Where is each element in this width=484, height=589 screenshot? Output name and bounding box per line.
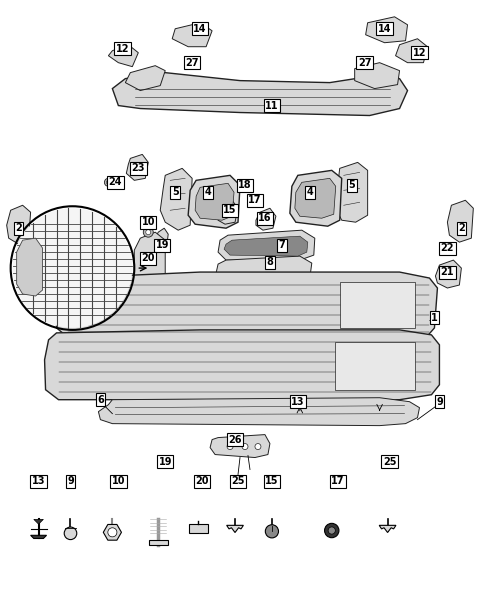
Text: 10: 10 xyxy=(141,217,155,227)
Text: 8: 8 xyxy=(266,257,273,267)
Text: 20: 20 xyxy=(195,477,209,487)
Text: 5: 5 xyxy=(171,187,178,197)
Polygon shape xyxy=(446,200,472,242)
Circle shape xyxy=(146,230,151,234)
Text: 21: 21 xyxy=(440,267,453,277)
Text: 17: 17 xyxy=(330,477,344,487)
Polygon shape xyxy=(134,232,165,300)
Polygon shape xyxy=(126,154,148,180)
Polygon shape xyxy=(224,236,307,256)
Polygon shape xyxy=(218,200,238,224)
Text: 7: 7 xyxy=(278,240,285,250)
Circle shape xyxy=(324,524,338,538)
Polygon shape xyxy=(218,230,314,260)
Text: 15: 15 xyxy=(223,205,236,215)
Polygon shape xyxy=(103,524,121,540)
Polygon shape xyxy=(354,62,399,88)
Polygon shape xyxy=(289,170,341,226)
Text: 19: 19 xyxy=(155,240,168,250)
Polygon shape xyxy=(57,272,437,340)
Polygon shape xyxy=(378,525,395,532)
Circle shape xyxy=(104,178,112,186)
Text: 14: 14 xyxy=(377,24,391,34)
Circle shape xyxy=(227,444,232,449)
Polygon shape xyxy=(195,183,234,220)
Polygon shape xyxy=(365,17,407,43)
Text: 10: 10 xyxy=(111,477,125,487)
Polygon shape xyxy=(16,238,43,296)
Text: 11: 11 xyxy=(265,101,278,111)
Polygon shape xyxy=(34,519,43,524)
Text: 13: 13 xyxy=(32,477,45,487)
Text: 9: 9 xyxy=(435,397,442,406)
Circle shape xyxy=(13,209,132,328)
Circle shape xyxy=(265,525,278,538)
Polygon shape xyxy=(210,435,270,458)
Text: 25: 25 xyxy=(231,477,244,487)
Text: 6: 6 xyxy=(97,395,104,405)
Polygon shape xyxy=(149,540,167,545)
Circle shape xyxy=(444,244,453,252)
Polygon shape xyxy=(256,209,275,230)
Polygon shape xyxy=(7,205,30,244)
Text: 4: 4 xyxy=(204,187,211,197)
Polygon shape xyxy=(226,525,243,532)
Text: 26: 26 xyxy=(228,435,241,445)
Polygon shape xyxy=(160,168,192,230)
Circle shape xyxy=(107,528,117,537)
Polygon shape xyxy=(335,163,367,222)
Circle shape xyxy=(143,227,153,237)
Text: 12: 12 xyxy=(115,44,129,54)
Text: 9: 9 xyxy=(67,477,74,487)
Text: 15: 15 xyxy=(265,477,278,487)
Text: 14: 14 xyxy=(193,24,207,34)
Polygon shape xyxy=(294,178,335,218)
Polygon shape xyxy=(30,535,46,538)
Text: 23: 23 xyxy=(131,163,145,173)
Polygon shape xyxy=(435,260,460,288)
Polygon shape xyxy=(172,23,212,47)
Circle shape xyxy=(328,527,334,534)
Text: 20: 20 xyxy=(141,253,155,263)
Circle shape xyxy=(243,183,252,190)
Text: 25: 25 xyxy=(382,456,395,466)
Circle shape xyxy=(255,444,260,449)
Text: 2: 2 xyxy=(457,223,464,233)
Circle shape xyxy=(248,197,255,203)
Circle shape xyxy=(242,444,247,449)
Text: 4: 4 xyxy=(306,187,313,197)
Circle shape xyxy=(64,527,76,540)
Circle shape xyxy=(106,180,110,184)
Text: 22: 22 xyxy=(440,243,453,253)
Text: 16: 16 xyxy=(257,213,271,223)
Polygon shape xyxy=(125,65,165,91)
Text: 27: 27 xyxy=(185,58,198,68)
Polygon shape xyxy=(45,330,439,400)
Polygon shape xyxy=(108,45,138,67)
Text: 2: 2 xyxy=(15,223,22,233)
Text: 5: 5 xyxy=(348,180,354,190)
Polygon shape xyxy=(188,176,240,228)
Text: 1: 1 xyxy=(430,313,437,323)
Polygon shape xyxy=(154,228,168,252)
Polygon shape xyxy=(188,524,207,533)
Polygon shape xyxy=(138,248,158,270)
Polygon shape xyxy=(334,342,414,390)
Polygon shape xyxy=(112,72,407,115)
Polygon shape xyxy=(395,39,426,62)
Text: 13: 13 xyxy=(290,397,304,406)
Polygon shape xyxy=(98,398,419,426)
Text: 27: 27 xyxy=(357,58,371,68)
Text: 12: 12 xyxy=(412,48,425,58)
Text: 19: 19 xyxy=(158,456,172,466)
Text: 24: 24 xyxy=(108,177,122,187)
Polygon shape xyxy=(216,256,311,282)
Text: 18: 18 xyxy=(238,180,251,190)
Text: 17: 17 xyxy=(248,196,261,206)
Polygon shape xyxy=(339,282,414,328)
